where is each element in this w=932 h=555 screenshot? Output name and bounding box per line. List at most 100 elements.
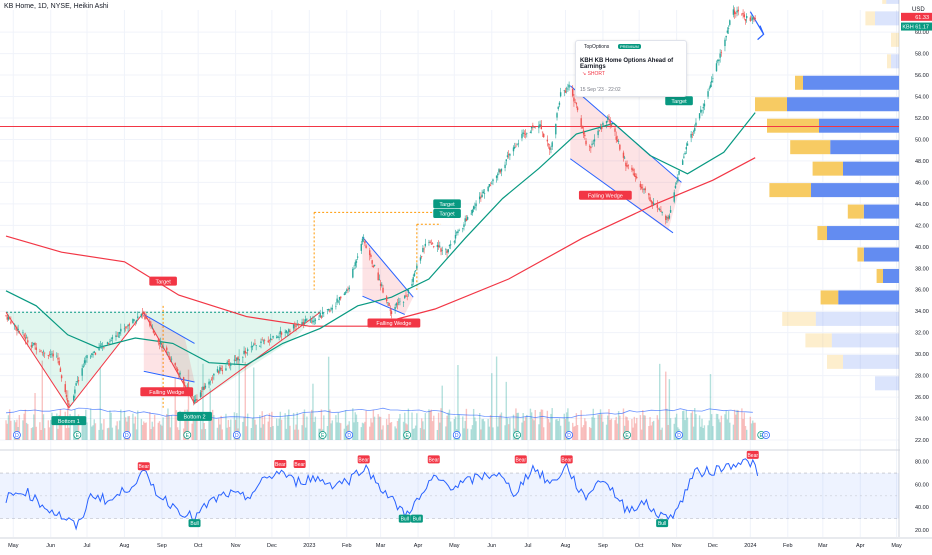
candle-body [412, 277, 414, 282]
volume-bar [369, 426, 371, 440]
volume-bar [674, 417, 677, 440]
candle-body [217, 371, 220, 373]
chart-title: KB Home, 1D, NYSE, Heikin Ashi [4, 3, 109, 10]
candle-body [340, 296, 342, 299]
candle-body [488, 184, 491, 187]
price-tick: 30.00 [915, 352, 929, 358]
candle-body [709, 84, 712, 88]
candle-body [94, 352, 97, 355]
volume-bar [295, 424, 297, 440]
candle-body [463, 224, 465, 227]
event-marker [345, 431, 354, 439]
candle-body [289, 330, 291, 333]
candle-body [746, 16, 748, 19]
candle-body [355, 261, 358, 263]
volume-bar [168, 415, 170, 440]
price-tick: 46.00 [915, 180, 929, 186]
rsi-signal-label: Bull [401, 517, 409, 523]
candle-body [327, 308, 330, 311]
candle-body [669, 210, 672, 213]
volume-bar [533, 420, 535, 440]
candle-body [353, 268, 355, 270]
candle-body [369, 250, 371, 256]
volume-bar [718, 419, 720, 440]
candle-body [492, 179, 494, 182]
candle-body [440, 248, 442, 252]
volume-bar [524, 416, 527, 440]
volume-bar [225, 413, 227, 440]
candle-body [522, 132, 524, 134]
volume-bar [726, 419, 729, 440]
volume-bar [151, 421, 153, 440]
volume-bar [255, 424, 257, 440]
candle-body [347, 289, 349, 290]
price-label-box [901, 22, 932, 31]
volume-bar [128, 416, 130, 440]
volume-bar [669, 418, 672, 440]
candle-body [399, 300, 401, 302]
price-tick: 48.00 [915, 159, 929, 165]
volume-bar [666, 408, 668, 440]
candle-body [348, 287, 350, 290]
volume-bar [715, 413, 718, 440]
volume-bar [160, 424, 162, 440]
candle-body [564, 90, 567, 93]
candle-body [652, 203, 655, 205]
idea-title[interactable]: KBH KB Home Options Ahead of Earnings [580, 58, 674, 70]
volume-bar [703, 425, 706, 440]
candle-body [640, 186, 643, 189]
candle-body [22, 332, 24, 333]
volume-bar [133, 423, 135, 440]
event-marker-letter: D [15, 433, 19, 439]
volume-bar [648, 426, 650, 440]
candle-body [297, 323, 300, 325]
candle-body [470, 213, 472, 215]
volume-bar [464, 420, 466, 440]
candle-body [677, 177, 679, 182]
time-tick: Jun [487, 543, 496, 549]
candle-body [5, 315, 7, 316]
candle-body [512, 147, 515, 152]
volume-bar [313, 421, 315, 440]
candle-body [458, 229, 460, 231]
volume-bar [652, 420, 655, 440]
volume-bar [331, 420, 333, 440]
volume-bar [196, 411, 198, 440]
volume-bar [593, 417, 596, 440]
volume-bar [60, 424, 63, 440]
volume-bar [337, 412, 340, 440]
candle-body [304, 319, 307, 322]
volume-bar [195, 414, 197, 440]
volume-bar [221, 429, 224, 440]
candle-body [86, 355, 88, 359]
volume-bar [220, 415, 222, 440]
candle-body [690, 133, 692, 138]
annotation-label: Target [155, 279, 171, 285]
candle-body [64, 384, 66, 393]
event-marker [675, 431, 683, 439]
volume-bar [372, 409, 375, 440]
idea-card[interactable]: TopOptions PREMIUM KBH KB Home Options A… [575, 40, 687, 97]
volume-bar [31, 427, 34, 440]
candle-body [568, 84, 570, 88]
candle-body [627, 165, 630, 166]
volume-bar [208, 418, 210, 440]
candle-body [271, 339, 273, 340]
candle-body [251, 346, 254, 348]
candle-body [472, 206, 475, 210]
volume-bar [462, 416, 464, 440]
volume-bar [16, 419, 18, 440]
vp-bar-down [863, 204, 899, 219]
candle-body [419, 257, 422, 261]
volume-bar [478, 413, 481, 440]
candle-body [667, 217, 669, 220]
candle-body [475, 203, 477, 207]
volume-bar [549, 422, 551, 440]
volume-bar [5, 420, 7, 440]
volume-bar [732, 424, 735, 440]
candle-body [227, 361, 230, 362]
candle-body [219, 367, 221, 372]
volume-bar [609, 419, 611, 440]
